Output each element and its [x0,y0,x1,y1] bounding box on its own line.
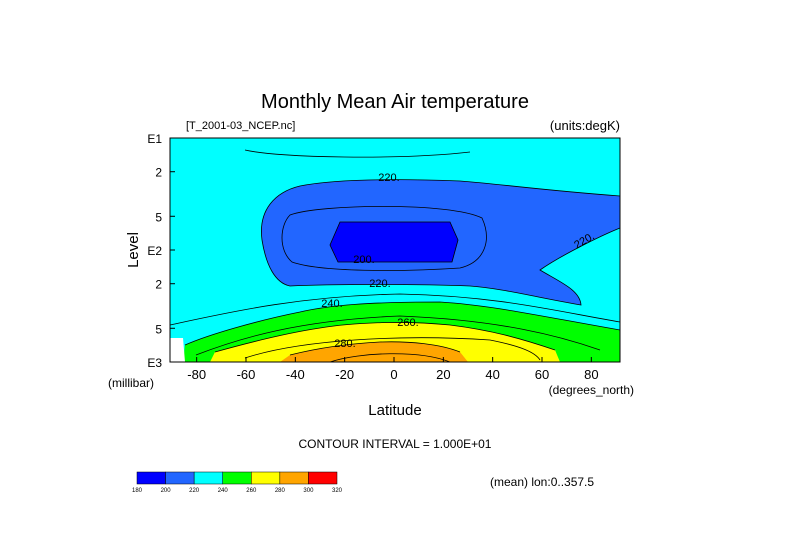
x-tick-label: -80 [187,367,206,382]
contour-label: 260. [397,317,418,329]
y-tick-label: E2 [147,244,162,258]
y-unit-label: (millibar) [108,376,154,390]
y-tick-label: E1 [147,132,162,146]
contour-label: 220. [369,278,390,290]
contour-label: 280. [334,338,355,350]
contour-lines [169,149,621,363]
y-tick-label: 5 [155,322,162,336]
contour-line [184,301,621,346]
colorbar-box [308,471,338,485]
contour-line [244,337,541,361]
colorbar-label: 280 [275,488,286,494]
contour-line [195,315,601,356]
colorbar-label: 300 [303,488,314,494]
region [330,222,458,262]
x-tick-label: 80 [584,367,598,382]
mean-label: (mean) lon:0..357.5 [490,475,594,489]
y-tick-label: E3 [147,356,162,370]
contour-line [214,322,556,353]
x-tick-label: -60 [237,367,256,382]
colorbar-label: 220 [189,488,200,494]
x-unit-label: (degrees_north) [549,383,634,397]
y-tick-label: 5 [155,210,162,224]
colorbar-label: 180 [132,488,143,494]
contour-interval: CONTOUR INTERVAL = 1.000E+01 [299,437,492,451]
file-label: [T_2001-03_NCEP.nc] [186,120,295,132]
contour-line [329,353,451,363]
contour-label: 240. [321,298,342,310]
missing-data [170,338,185,362]
colorbar-box [136,471,166,485]
contour-label: 220. [378,172,399,184]
colorbar-box [193,471,223,485]
y-tick-label: 2 [155,278,162,292]
chart-title: Monthly Mean Air temperature [261,91,529,113]
y-tick-label: 2 [155,166,162,180]
colorbar-box [251,471,281,485]
colorbar-label: 200 [161,488,172,494]
x-tick-label: -20 [335,367,354,382]
colorbar-box [165,471,195,485]
colorbar-label: 260 [246,488,257,494]
contour-line [329,221,459,263]
colorbar-box [222,471,252,485]
contour-fill [170,138,620,362]
x-tick-label: 0 [390,367,397,382]
colorbar-label: 320 [332,488,343,494]
units-label: (units:degK) [550,118,620,133]
x-tick-label: 40 [485,367,499,382]
contour-line [169,293,621,326]
contour-label: 200. [353,254,374,266]
x-tick-label: 60 [535,367,549,382]
contour-line [261,179,621,241]
contour-line [281,205,487,271]
y-axis-label: Level [125,232,142,268]
x-axis-label: Latitude [368,402,421,419]
x-tick-label: -40 [286,367,305,382]
contour-line [289,341,461,356]
colorbar-box [279,471,309,485]
x-tick-label: 20 [436,367,450,382]
region [280,341,468,362]
contour-line [244,149,471,158]
contour-line [261,227,621,306]
colorbar-label: 240 [218,488,229,494]
